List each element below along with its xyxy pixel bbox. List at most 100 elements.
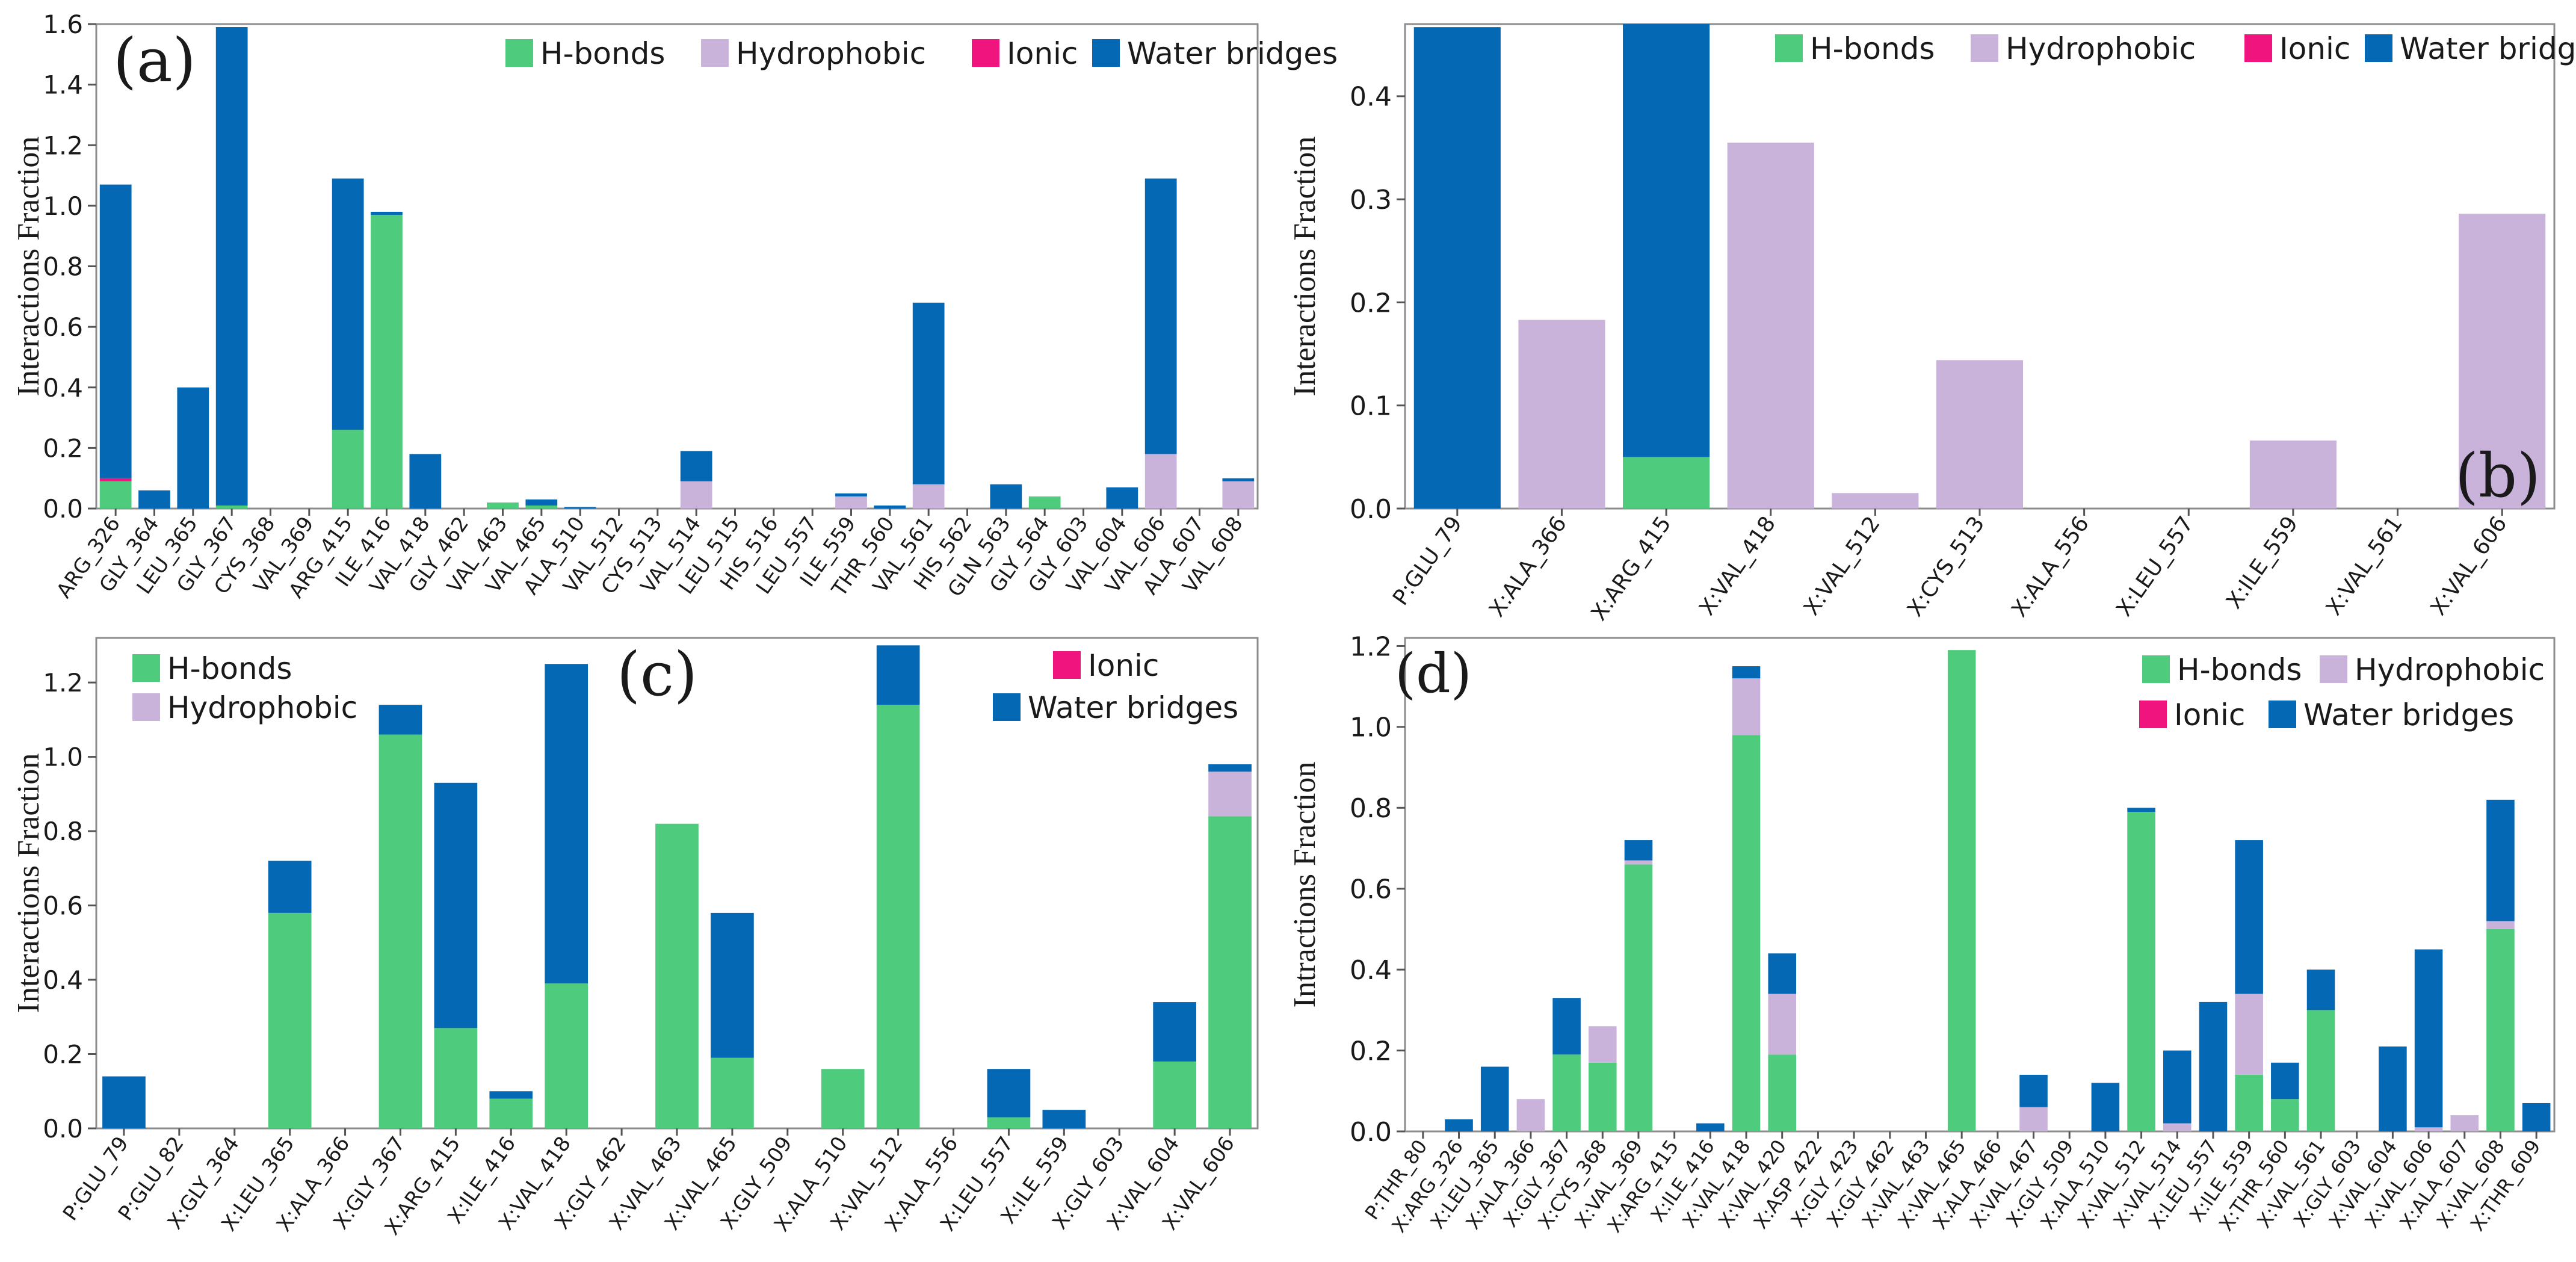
y-axis-label: Interactions Fraction <box>11 137 46 397</box>
bar-water-bridges <box>1153 1002 1196 1062</box>
bar-hydrophobic <box>1222 481 1255 509</box>
y-tick-label: 0.8 <box>1350 793 1392 824</box>
legend-swatch-h-bonds <box>2142 655 2170 683</box>
bar-water-bridges <box>1732 666 1761 679</box>
legend-swatch-ionic <box>2139 701 2167 728</box>
y-tick-label: 0.4 <box>43 965 83 995</box>
x-tick-label: X:VAL_561 <box>2321 512 2408 620</box>
bar-water-bridges <box>1480 1066 1509 1131</box>
legend-swatch-hydrophobic <box>2320 655 2347 683</box>
bar-h-bonds <box>1732 735 1761 1131</box>
bar-water-bridges <box>1445 1119 1473 1131</box>
bar-hydrophobic <box>2459 214 2546 509</box>
x-tick-label: X:VAL_512 <box>1799 512 1885 620</box>
x-tick-label: X:VAL_606 <box>2426 512 2512 620</box>
bar-h-bonds <box>371 214 403 509</box>
bar-water-bridges <box>564 507 596 509</box>
bar-water-bridges <box>1222 478 1255 481</box>
y-tick-label: 1.2 <box>1350 631 1392 662</box>
bar-hydrophobic <box>2163 1123 2191 1131</box>
bar-water-bridges <box>2414 949 2443 1128</box>
legend-label-h-bonds: H-bonds <box>1810 31 1935 66</box>
legend-label-h-bonds: H-bonds <box>167 651 292 686</box>
bar-water-bridges <box>990 484 1022 509</box>
bar-water-bridges <box>874 505 906 509</box>
bar-h-bonds <box>987 1117 1031 1128</box>
bar-water-bridges <box>1552 998 1581 1055</box>
x-tick-label: X:LEU_557 <box>2112 512 2199 621</box>
y-axis-label: Interactions Fraction <box>1288 137 1322 397</box>
panel-label: (d) <box>1395 642 1472 705</box>
bar-hydrophobic <box>1144 454 1177 509</box>
bar-h-bonds <box>1623 457 1710 509</box>
bar-water-bridges <box>545 664 588 984</box>
legend-label-ionic: Ionic <box>1007 36 1078 71</box>
y-tick-label: 0.2 <box>43 433 83 463</box>
bar-h-bonds <box>1589 1062 1617 1131</box>
bar-water-bridges <box>2235 840 2263 994</box>
y-tick-label: 0.8 <box>43 252 83 282</box>
legend-label-hydrophobic: Hydrophobic <box>167 690 357 725</box>
y-tick-label: 1.6 <box>43 10 83 39</box>
bar-water-bridges <box>1624 840 1653 861</box>
legend-label-hydrophobic: Hydrophobic <box>2355 652 2545 687</box>
y-tick-label: 0.2 <box>1350 288 1392 318</box>
x-tick-label: X:ARG_415 <box>1587 512 1676 625</box>
legend-label-hydrophobic: Hydrophobic <box>2006 31 2196 66</box>
bar-water-bridges <box>332 178 364 430</box>
x-tick-label: P:GLU_79 <box>1388 512 1467 610</box>
legend-label-h-bonds: H-bonds <box>540 36 665 71</box>
legend-label-ionic: Ionic <box>2174 698 2245 732</box>
bar-h-bonds <box>711 1057 754 1128</box>
bar-water-bridges <box>268 861 312 913</box>
bar-hydrophobic <box>1936 360 2024 509</box>
legend-swatch-hydrophobic <box>132 693 160 721</box>
bar-h-bonds <box>1208 816 1252 1128</box>
y-tick-label: 0.0 <box>43 1114 83 1143</box>
y-tick-label: 0.4 <box>43 373 83 403</box>
legend-swatch-h-bonds <box>1775 34 1803 62</box>
y-tick-label: 0.8 <box>43 817 83 846</box>
legend-swatch-h-bonds <box>132 654 160 682</box>
legend-label-water-bridges: Water bridges <box>2303 698 2514 732</box>
bar-hydrophobic <box>2486 921 2515 929</box>
bar-water-bridges <box>1623 24 1710 457</box>
bar-water-bridges <box>1144 178 1177 454</box>
bar-water-bridges <box>215 27 248 506</box>
x-tick-label: X:ALA_366 <box>1484 512 1572 622</box>
y-tick-label: 0.4 <box>1350 82 1392 113</box>
bar-water-bridges <box>711 912 754 1058</box>
legend-label-water-bridges: Water bridges <box>1127 36 1338 71</box>
y-tick-label: 1.2 <box>43 668 83 698</box>
bar-hydrophobic <box>1727 142 1814 509</box>
bar-water-bridges <box>378 705 422 735</box>
chart-panel-4: 0.0 0.2 0.4 0.6 0.8 1.0 1.2 Intractions Fractio… <box>1288 631 2556 1237</box>
bar-hydrophobic <box>912 484 945 509</box>
bar-hydrophobic <box>2019 1107 2048 1131</box>
bar-h-bonds <box>655 823 699 1128</box>
y-tick-label: 0.6 <box>43 891 83 921</box>
y-tick-label: 1.0 <box>43 191 83 221</box>
y-tick-label: 0.2 <box>1350 1036 1392 1066</box>
y-tick-label: 0.2 <box>43 1040 83 1069</box>
bar-h-bonds <box>2486 929 2515 1131</box>
bar-h-bonds <box>489 1098 533 1128</box>
bar-water-bridges <box>2091 1083 2120 1131</box>
y-tick-label: 1.0 <box>43 743 83 772</box>
bar-h-bonds <box>215 505 248 509</box>
bar-h-bonds <box>1552 1054 1581 1131</box>
bar-hydrophobic <box>1516 1099 1545 1131</box>
legend-swatch-ionic <box>2244 34 2272 62</box>
bar-water-bridges <box>912 302 945 484</box>
y-tick-label: 0.0 <box>43 494 83 524</box>
legend-swatch-ionic <box>1053 651 1081 679</box>
bar-water-bridges <box>409 454 442 509</box>
bar-water-bridges <box>2486 799 2515 921</box>
bar-water-bridges <box>2199 1001 2228 1131</box>
bar-ionic <box>99 478 132 481</box>
bar-hydrophobic <box>1624 860 1653 865</box>
bar-water-bridges <box>434 782 478 1028</box>
y-tick-label: 0.6 <box>43 312 83 342</box>
y-tick-label: 0.6 <box>1350 874 1392 905</box>
